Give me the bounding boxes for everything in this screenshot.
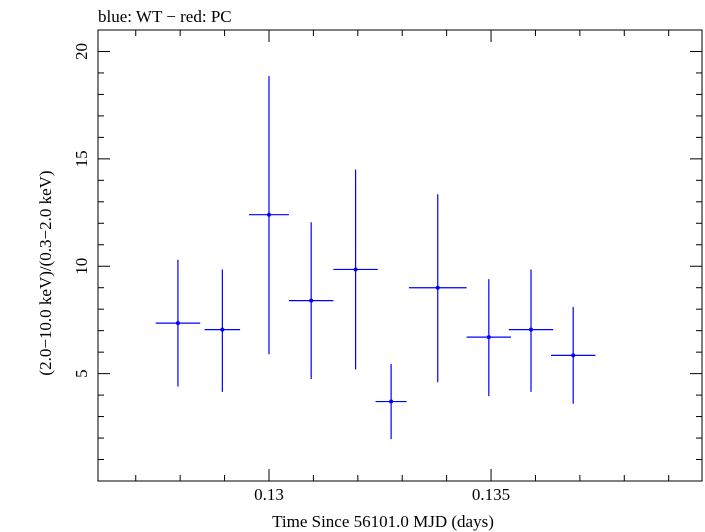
point-marker <box>353 267 358 272</box>
data-point <box>249 76 289 355</box>
point-marker <box>486 335 491 340</box>
data-point <box>375 363 407 440</box>
data-point <box>204 269 241 392</box>
data-point <box>508 269 554 392</box>
y-tick-label: 20 <box>72 43 91 60</box>
point-marker <box>571 353 576 358</box>
x-tick-labels: 0.13 0.135 <box>254 485 510 504</box>
point-marker <box>220 327 225 332</box>
point-marker <box>529 327 534 332</box>
data-point <box>333 169 378 370</box>
data-point <box>288 222 334 379</box>
x-minor-ticks <box>135 30 670 481</box>
y-tick-label: 5 <box>72 369 91 378</box>
data-point <box>466 279 512 397</box>
data-point <box>408 194 467 383</box>
point-marker <box>266 212 271 217</box>
data-points <box>155 76 596 440</box>
y-tick-label: 10 <box>72 258 91 275</box>
x-tick-label: 0.135 <box>472 485 510 504</box>
plot-frame <box>97 29 703 482</box>
x-major-ticks <box>268 30 492 481</box>
chart-title: blue: WT − red: PC <box>98 7 232 26</box>
data-point <box>551 307 596 404</box>
data-point <box>155 259 201 387</box>
point-marker <box>175 321 180 326</box>
y-major-ticks <box>98 50 702 375</box>
point-marker <box>435 285 440 290</box>
x-tick-label: 0.13 <box>254 485 284 504</box>
y-tick-label: 15 <box>72 150 91 167</box>
point-marker <box>389 399 394 404</box>
y-minor-ticks <box>98 72 702 461</box>
y-tick-labels: 5 10 15 20 <box>72 43 91 378</box>
point-marker <box>309 298 314 303</box>
x-axis-label: Time Since 56101.0 MJD (days) <box>272 512 494 531</box>
y-axis-label: (2.0−10.0 keV)/(0.3−2.0 keV) <box>36 170 55 375</box>
